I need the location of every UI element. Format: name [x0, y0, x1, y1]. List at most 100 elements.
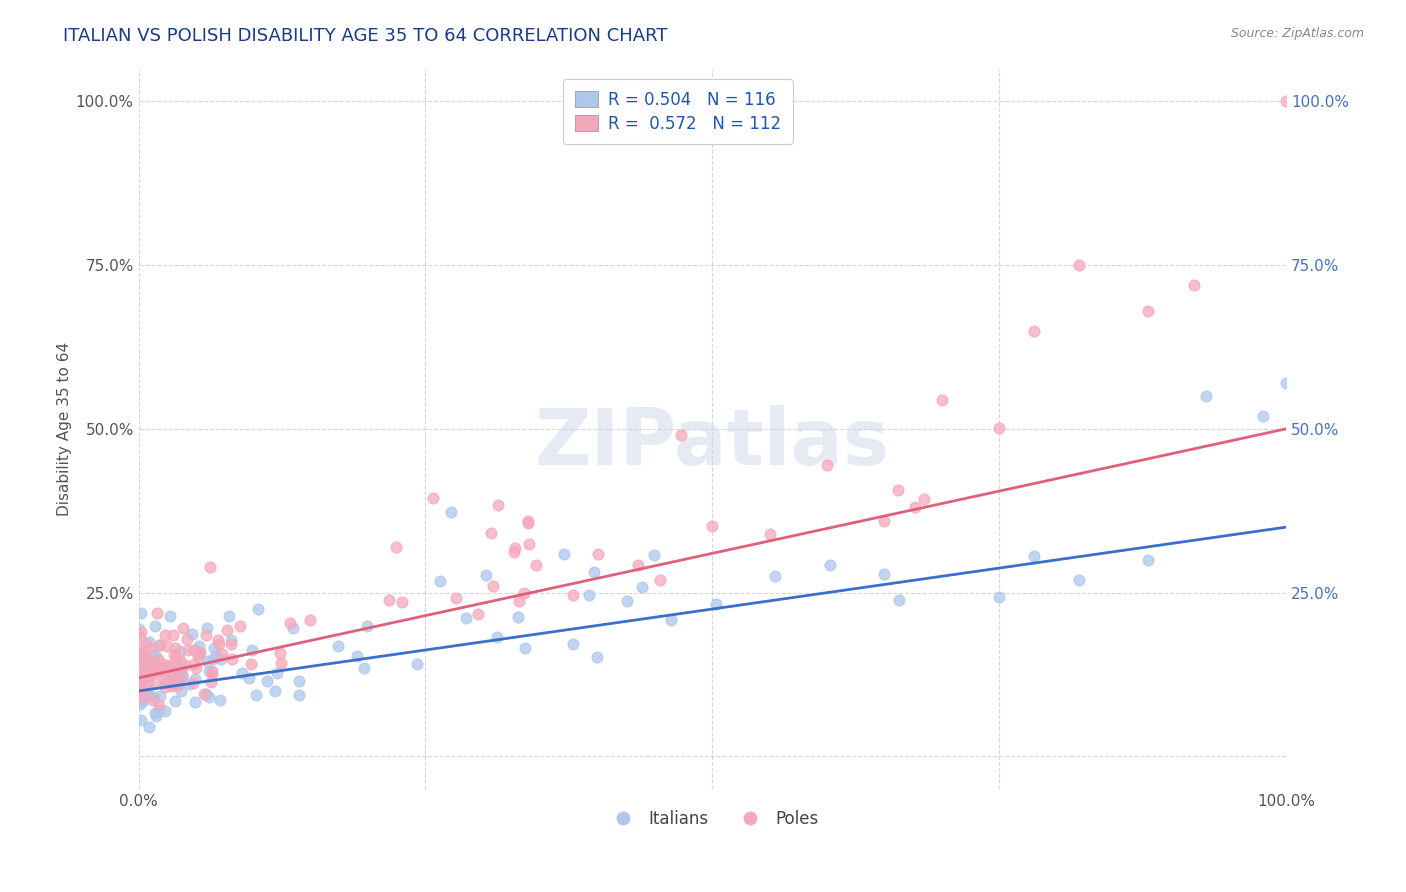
Point: [586, 547, 609, 561]
Point: [440, 506, 463, 520]
Point: [515, 641, 537, 656]
Point: [1022, 324, 1045, 338]
Point: [148, 703, 170, 717]
Point: [138, 688, 160, 702]
Point: [488, 498, 510, 512]
Legend: Italians, Poles: Italians, Poles: [600, 804, 825, 835]
Point: [200, 667, 222, 681]
Point: [513, 586, 536, 600]
Point: [659, 613, 682, 627]
Point: [145, 664, 167, 678]
Point: [266, 665, 288, 680]
Point: [1137, 553, 1160, 567]
Point: [136, 654, 159, 668]
Point: [149, 639, 172, 653]
Text: ZIPatlas: ZIPatlas: [534, 405, 890, 482]
Point: [135, 683, 157, 698]
Point: [134, 668, 156, 682]
Point: [143, 648, 166, 662]
Point: [159, 609, 181, 624]
Point: [887, 483, 910, 497]
Point: [195, 621, 218, 635]
Point: [135, 659, 157, 673]
Point: [245, 688, 267, 702]
Point: [616, 594, 638, 608]
Point: [132, 647, 155, 661]
Point: [148, 698, 170, 712]
Point: [517, 516, 540, 530]
Point: [162, 628, 184, 642]
Point: [391, 595, 413, 609]
Point: [132, 663, 155, 677]
Point: [429, 574, 451, 588]
Point: [135, 664, 157, 678]
Point: [169, 657, 191, 671]
Point: [128, 681, 150, 695]
Point: [278, 615, 301, 630]
Point: [132, 690, 155, 704]
Point: [181, 676, 204, 690]
Point: [643, 548, 665, 562]
Point: [198, 560, 221, 574]
Point: [503, 545, 526, 559]
Point: [758, 526, 780, 541]
Point: [195, 628, 218, 642]
Point: [145, 709, 167, 723]
Point: [142, 655, 165, 669]
Point: [1137, 304, 1160, 318]
Y-axis label: Disability Age 35 to 64: Disability Age 35 to 64: [58, 342, 72, 516]
Point: [211, 647, 233, 661]
Point: [139, 640, 162, 655]
Point: [385, 540, 408, 554]
Point: [208, 692, 231, 706]
Point: [219, 633, 242, 648]
Point: [163, 640, 186, 655]
Point: [288, 673, 311, 688]
Point: [138, 720, 160, 734]
Point: [217, 623, 239, 637]
Point: [132, 665, 155, 679]
Point: [143, 662, 166, 676]
Point: [183, 657, 205, 671]
Point: [162, 665, 184, 679]
Point: [131, 671, 153, 685]
Point: [246, 602, 269, 616]
Point: [207, 633, 229, 648]
Point: [148, 638, 170, 652]
Point: [889, 593, 911, 607]
Point: [131, 642, 153, 657]
Point: [763, 568, 786, 582]
Point: [218, 609, 240, 624]
Point: [205, 648, 228, 663]
Point: [648, 573, 671, 587]
Point: [346, 648, 368, 663]
Point: [1069, 258, 1091, 272]
Point: [240, 643, 263, 657]
Point: [162, 665, 184, 679]
Point: [186, 660, 208, 674]
Point: [136, 669, 159, 683]
Point: [150, 661, 173, 675]
Point: [143, 706, 166, 720]
Point: [1195, 389, 1218, 403]
Point: [155, 704, 177, 718]
Point: [136, 675, 159, 690]
Point: [209, 652, 232, 666]
Point: [129, 697, 152, 711]
Point: [873, 514, 896, 528]
Point: [142, 648, 165, 663]
Point: [912, 492, 935, 507]
Point: [134, 668, 156, 682]
Point: [163, 694, 186, 708]
Point: [815, 458, 838, 473]
Point: [561, 588, 583, 602]
Point: [169, 652, 191, 666]
Point: [170, 670, 193, 684]
Point: [578, 588, 600, 602]
Point: [873, 567, 896, 582]
Point: [630, 580, 652, 594]
Point: [176, 632, 198, 646]
Point: [142, 693, 165, 707]
Point: [129, 713, 152, 727]
Point: [904, 500, 927, 514]
